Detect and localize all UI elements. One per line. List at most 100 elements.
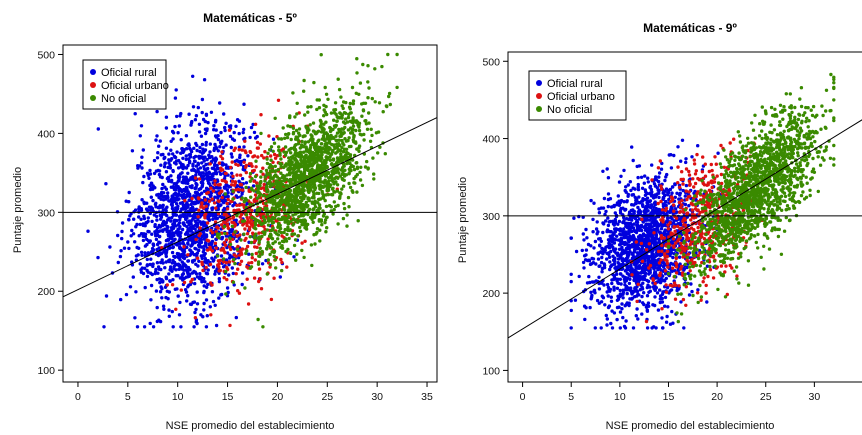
data-point xyxy=(210,197,214,201)
data-point xyxy=(237,119,242,123)
data-point xyxy=(225,286,230,290)
data-point xyxy=(240,282,244,287)
data-point xyxy=(201,117,206,122)
data-point xyxy=(337,127,341,132)
data-point xyxy=(316,150,320,154)
data-point xyxy=(352,181,356,185)
data-point xyxy=(182,192,186,197)
data-point xyxy=(335,150,339,154)
data-point xyxy=(158,139,162,143)
data-point xyxy=(211,259,215,263)
data-point xyxy=(291,168,296,172)
data-point xyxy=(303,183,307,187)
data-point xyxy=(254,159,258,163)
data-point xyxy=(192,159,197,163)
data-point xyxy=(321,196,326,200)
data-point xyxy=(296,234,300,238)
data-point xyxy=(164,115,169,119)
data-point xyxy=(269,154,273,158)
data-point xyxy=(313,199,317,203)
data-point xyxy=(286,184,290,189)
data-point xyxy=(296,138,300,142)
data-point xyxy=(190,236,194,240)
data-point xyxy=(182,222,186,226)
data-point xyxy=(289,151,293,155)
data-point xyxy=(325,165,329,170)
data-point xyxy=(335,183,340,187)
data-point xyxy=(160,287,164,291)
data-point xyxy=(137,164,142,168)
data-point xyxy=(303,113,307,117)
data-point xyxy=(204,261,209,265)
data-point xyxy=(225,188,229,192)
data-point xyxy=(143,232,148,236)
data-point xyxy=(657,175,661,179)
data-point xyxy=(201,250,205,254)
data-point xyxy=(312,207,316,211)
data-point xyxy=(131,275,135,279)
data-point xyxy=(278,226,283,231)
data-point xyxy=(168,279,172,283)
data-point xyxy=(175,198,180,202)
data-point xyxy=(166,218,170,222)
data-point xyxy=(318,186,323,191)
data-point xyxy=(229,200,233,204)
y-tick-label: 300 xyxy=(37,207,55,219)
data-point xyxy=(138,262,142,266)
data-point xyxy=(284,197,289,201)
data-point xyxy=(159,153,163,157)
data-point xyxy=(257,231,261,235)
y-tick-label: 200 xyxy=(482,288,500,300)
data-point xyxy=(291,213,295,217)
data-point xyxy=(314,132,318,136)
data-point xyxy=(292,255,296,259)
data-point xyxy=(193,219,197,223)
data-point xyxy=(259,113,263,117)
data-point xyxy=(228,236,232,240)
data-point xyxy=(339,95,343,99)
data-point xyxy=(205,191,209,196)
data-point xyxy=(189,176,193,180)
data-point xyxy=(666,305,670,309)
data-point xyxy=(151,242,156,247)
data-point xyxy=(231,189,235,193)
data-point xyxy=(193,190,198,195)
data-point xyxy=(608,219,612,224)
data-point xyxy=(605,323,609,327)
data-point xyxy=(244,163,248,168)
data-point xyxy=(149,257,153,261)
data-point xyxy=(195,148,199,153)
data-point xyxy=(281,126,285,130)
data-point xyxy=(151,187,155,191)
data-point xyxy=(243,136,247,140)
data-point xyxy=(232,148,236,153)
data-point xyxy=(230,266,234,270)
data-point xyxy=(171,213,176,217)
data-point xyxy=(135,245,139,250)
data-point xyxy=(325,112,329,117)
data-point xyxy=(319,125,323,129)
data-point xyxy=(317,219,321,223)
data-point xyxy=(164,126,169,130)
data-point xyxy=(258,220,262,225)
data-point xyxy=(174,268,178,272)
data-point xyxy=(207,199,212,203)
data-point xyxy=(231,216,235,220)
data-point xyxy=(180,227,185,232)
data-point xyxy=(228,253,232,257)
data-point xyxy=(306,126,310,130)
data-point xyxy=(341,127,346,131)
data-point xyxy=(191,224,195,228)
data-point xyxy=(119,249,123,253)
data-point xyxy=(189,202,193,207)
data-point xyxy=(366,96,370,100)
data-point xyxy=(243,286,247,290)
data-point xyxy=(288,114,292,118)
data-point xyxy=(187,274,191,278)
data-point xyxy=(194,173,198,177)
data-point xyxy=(677,255,682,259)
data-point xyxy=(588,305,592,310)
data-point xyxy=(331,135,335,140)
data-point xyxy=(348,185,353,190)
